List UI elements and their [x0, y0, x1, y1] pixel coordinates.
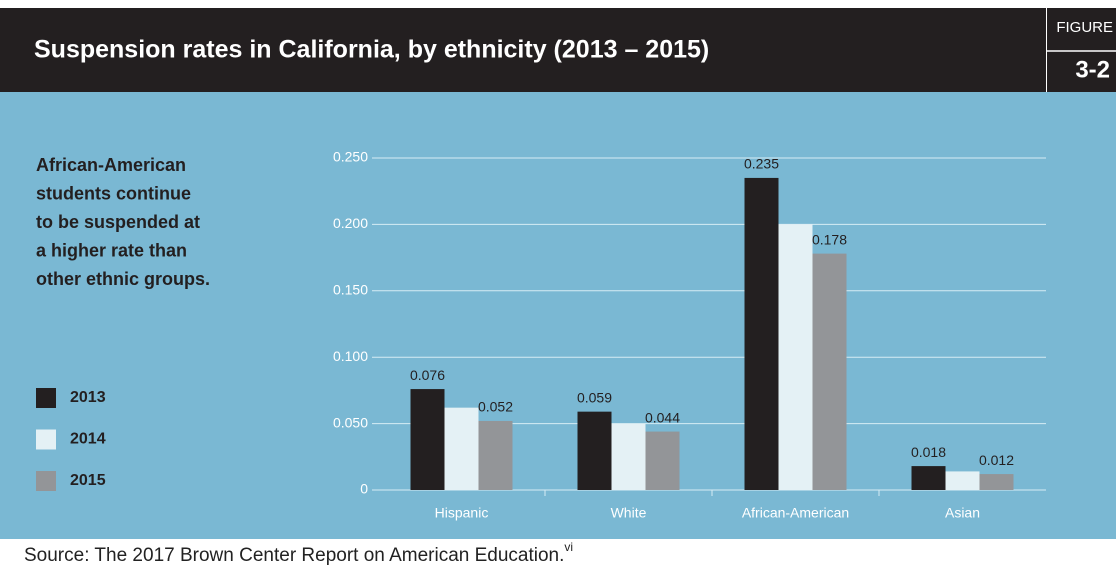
figure-number: 3-2: [1075, 56, 1110, 83]
source-note: vi: [564, 540, 573, 554]
y-tick-label: 0.150: [333, 282, 368, 298]
y-tick-label: 0.250: [333, 149, 368, 165]
legend-swatch: [36, 471, 56, 491]
annotation-line: other ethnic groups.: [36, 269, 210, 289]
data-label: 0.044: [645, 409, 680, 425]
bar: [478, 420, 513, 490]
data-label: 0.018: [911, 444, 946, 460]
bar: [911, 466, 946, 490]
legend-swatch: [36, 388, 56, 408]
source: Source: The 2017 Brown Center Report on …: [24, 540, 573, 566]
x-tick-label: African-American: [742, 505, 849, 521]
bar: [778, 224, 813, 490]
y-tick-label: 0.200: [333, 215, 368, 231]
chart-title: Suspension rates in California, by ethni…: [34, 36, 709, 64]
annotation-line: a higher rate than: [36, 240, 187, 260]
x-tick-label: White: [611, 505, 647, 521]
bar: [577, 411, 612, 490]
bar: [611, 423, 646, 490]
header-band: [0, 8, 1046, 92]
legend-label: 2015: [70, 472, 106, 489]
bar: [979, 474, 1014, 490]
data-label: 0.235: [744, 156, 779, 172]
annotation-line: to be suspended at: [36, 212, 200, 232]
bar: [744, 177, 779, 491]
figure-box: [1047, 8, 1116, 92]
legend-label: 2013: [70, 389, 106, 406]
data-label: 0.052: [478, 399, 513, 415]
bar: [945, 471, 980, 490]
legend-label: 2014: [70, 431, 106, 448]
x-tick-label: Hispanic: [435, 505, 489, 521]
y-tick-label: 0: [360, 481, 368, 497]
y-tick-label: 0.050: [333, 414, 368, 430]
annotation-line: African-American: [36, 155, 186, 175]
y-tick-label: 0.100: [333, 348, 368, 364]
bar: [812, 253, 847, 490]
bar: [444, 407, 479, 490]
data-label: 0.059: [577, 389, 612, 405]
panel: [0, 92, 1116, 539]
data-label: 0.076: [410, 367, 445, 383]
source-text: Source: The 2017 Brown Center Report on …: [24, 545, 564, 566]
legend-swatch: [36, 429, 56, 450]
bar: [410, 389, 445, 490]
bar: [645, 431, 680, 490]
annotation-line: students continue: [36, 183, 191, 203]
figure-label: FIGURE: [1056, 19, 1113, 36]
data-label: 0.012: [979, 452, 1014, 468]
x-tick-label: Asian: [945, 505, 980, 521]
data-label: 0.178: [812, 231, 847, 247]
